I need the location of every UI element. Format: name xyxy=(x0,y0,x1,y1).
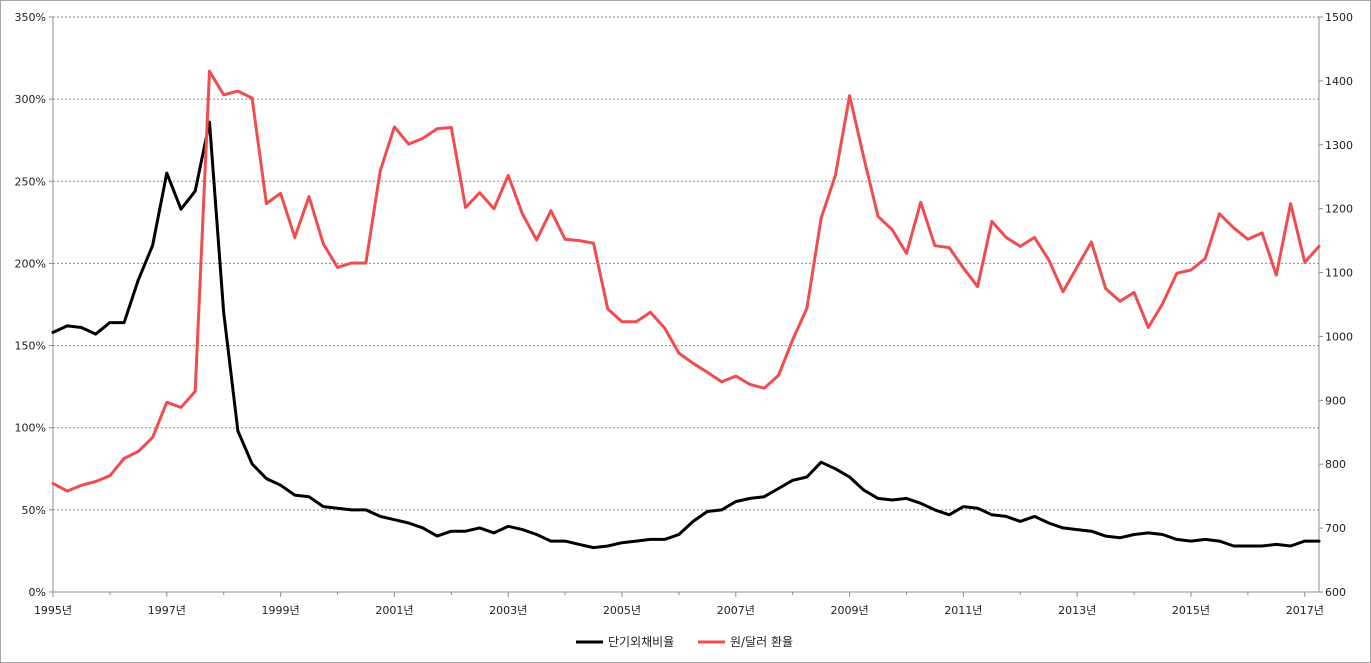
x-tick-label: 2017년 xyxy=(1286,604,1324,617)
left-tick-label: 0% xyxy=(29,586,46,599)
x-tick-label: 1997년 xyxy=(148,604,186,617)
x-tick-label: 2015년 xyxy=(1172,604,1210,617)
x-tick-label: 2011년 xyxy=(944,604,982,617)
left-tick-label: 200% xyxy=(15,257,46,270)
left-axis-ticks: 0% 50% 100% 150% 200% 250% 300% 350% xyxy=(15,11,53,599)
left-tick-label: 50% xyxy=(22,504,46,517)
legend: 단기외채비율 원/달러 환율 xyxy=(576,635,793,649)
right-axis-ticks: 600 700 800 900 1000 1100 1200 1300 1400 1500 xyxy=(1319,11,1353,599)
x-tick-label: 2003년 xyxy=(489,604,527,617)
right-tick-label: 1200 xyxy=(1325,203,1353,216)
left-tick-label: 300% xyxy=(15,93,46,106)
series-lines xyxy=(51,69,1321,550)
right-tick-label: 900 xyxy=(1325,394,1346,407)
left-tick-label: 150% xyxy=(15,340,46,353)
x-tick-label: 2001년 xyxy=(375,604,413,617)
left-tick-label: 100% xyxy=(15,422,46,435)
series-line-krw-usd-rate xyxy=(51,69,1321,493)
x-tick-label: 2007년 xyxy=(717,604,755,617)
right-tick-label: 800 xyxy=(1325,458,1346,471)
x-tick-label: 2009년 xyxy=(831,604,869,617)
gridlines xyxy=(53,16,1319,511)
series-line-short-term-debt-ratio xyxy=(51,120,1321,550)
right-tick-label: 1100 xyxy=(1325,267,1353,280)
x-tick-label: 1995년 xyxy=(34,604,72,617)
right-tick-label: 700 xyxy=(1325,522,1346,535)
x-tick-label: 1999년 xyxy=(262,604,300,617)
right-tick-label: 1300 xyxy=(1325,139,1353,152)
right-tick-label: 1400 xyxy=(1325,75,1353,88)
legend-label-short-term-debt-ratio: 단기외채비율 xyxy=(608,635,674,649)
x-axis-ticks: 1995년 1997년 1999년 2001년 2003년 2005년 2007년 2009년… xyxy=(34,592,1324,617)
x-tick-label: 2013년 xyxy=(1058,604,1096,617)
right-tick-label: 600 xyxy=(1325,586,1346,599)
legend-label-krw-usd-rate: 원/달러 환율 xyxy=(730,635,793,649)
axes xyxy=(52,17,1320,593)
left-tick-label: 350% xyxy=(15,11,46,24)
x-tick-label: 2005년 xyxy=(603,604,641,617)
right-tick-label: 1000 xyxy=(1325,330,1353,343)
right-tick-label: 1500 xyxy=(1325,11,1353,24)
left-tick-label: 250% xyxy=(15,175,46,188)
